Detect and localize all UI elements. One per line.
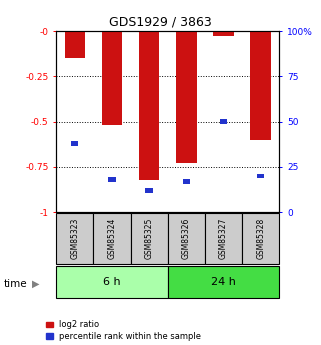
Text: GSM85324: GSM85324 xyxy=(108,218,117,259)
Bar xyxy=(168,213,205,264)
Bar xyxy=(213,31,234,37)
Text: GSM85327: GSM85327 xyxy=(219,218,228,259)
Bar xyxy=(93,213,131,264)
Text: 6 h: 6 h xyxy=(103,277,121,287)
Bar xyxy=(56,213,93,264)
Text: GSM85328: GSM85328 xyxy=(256,218,265,259)
Bar xyxy=(176,31,196,163)
Text: time: time xyxy=(3,279,27,288)
Text: ▶: ▶ xyxy=(32,279,39,288)
Text: GSM85326: GSM85326 xyxy=(182,218,191,259)
Text: GDS1929 / 3863: GDS1929 / 3863 xyxy=(109,16,212,29)
Text: 24 h: 24 h xyxy=(211,277,236,287)
Bar xyxy=(220,119,227,124)
Bar xyxy=(168,266,279,298)
Bar xyxy=(139,31,159,179)
Bar xyxy=(102,31,122,125)
Text: GSM85323: GSM85323 xyxy=(70,218,79,259)
Bar xyxy=(131,213,168,264)
Bar xyxy=(65,31,85,58)
Bar xyxy=(250,31,271,140)
Text: GSM85325: GSM85325 xyxy=(145,218,154,259)
Bar xyxy=(145,188,153,193)
Bar xyxy=(71,141,78,146)
Bar xyxy=(242,213,279,264)
Bar xyxy=(257,174,265,178)
Legend: log2 ratio, percentile rank within the sample: log2 ratio, percentile rank within the s… xyxy=(46,321,201,341)
Bar xyxy=(56,266,168,298)
Bar xyxy=(205,213,242,264)
Bar xyxy=(108,177,116,182)
Bar xyxy=(183,179,190,184)
